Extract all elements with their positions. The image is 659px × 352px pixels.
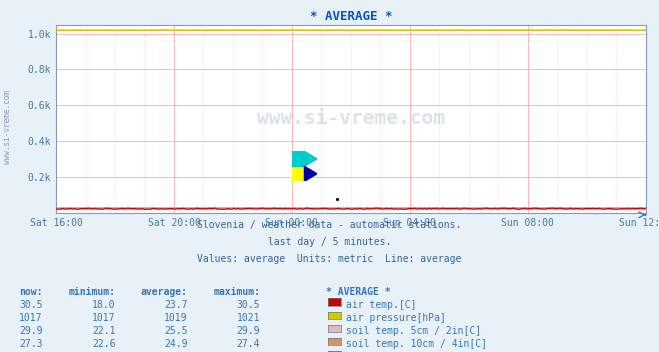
Text: 27.3: 27.3	[19, 339, 43, 349]
Text: www.si-vreme.com: www.si-vreme.com	[3, 90, 13, 164]
Text: 25.5: 25.5	[164, 326, 188, 336]
Text: last day / 5 minutes.: last day / 5 minutes.	[268, 237, 391, 247]
Text: 29.9: 29.9	[19, 326, 43, 336]
Text: Values: average  Units: metric  Line: average: Values: average Units: metric Line: aver…	[197, 254, 462, 264]
Text: 30.5: 30.5	[237, 300, 260, 310]
Text: average:: average:	[141, 287, 188, 297]
Text: Slovenia / weather data - automatic stations.: Slovenia / weather data - automatic stat…	[197, 220, 462, 230]
Text: 23.7: 23.7	[164, 300, 188, 310]
Text: 29.9: 29.9	[237, 326, 260, 336]
Text: * AVERAGE *: * AVERAGE *	[326, 287, 391, 297]
Text: air pressure[hPa]: air pressure[hPa]	[346, 313, 446, 323]
Polygon shape	[304, 151, 317, 166]
Text: minimum:: minimum:	[69, 287, 115, 297]
Polygon shape	[292, 151, 304, 166]
Text: 22.1: 22.1	[92, 326, 115, 336]
Text: www.si-vreme.com: www.si-vreme.com	[257, 109, 445, 128]
Text: now:: now:	[19, 287, 43, 297]
Text: 24.9: 24.9	[164, 339, 188, 349]
Text: 1019: 1019	[164, 313, 188, 323]
Text: maximum:: maximum:	[214, 287, 260, 297]
Text: 1017: 1017	[19, 313, 43, 323]
Text: air temp.[C]: air temp.[C]	[346, 300, 416, 310]
Polygon shape	[292, 166, 304, 181]
Text: 27.4: 27.4	[237, 339, 260, 349]
Text: 1017: 1017	[92, 313, 115, 323]
Text: 1021: 1021	[237, 313, 260, 323]
Title: * AVERAGE *: * AVERAGE *	[310, 11, 392, 24]
Text: soil temp. 10cm / 4in[C]: soil temp. 10cm / 4in[C]	[346, 339, 487, 349]
Text: soil temp. 5cm / 2in[C]: soil temp. 5cm / 2in[C]	[346, 326, 481, 336]
Text: 22.6: 22.6	[92, 339, 115, 349]
Text: 18.0: 18.0	[92, 300, 115, 310]
Polygon shape	[304, 166, 317, 181]
Text: 30.5: 30.5	[19, 300, 43, 310]
